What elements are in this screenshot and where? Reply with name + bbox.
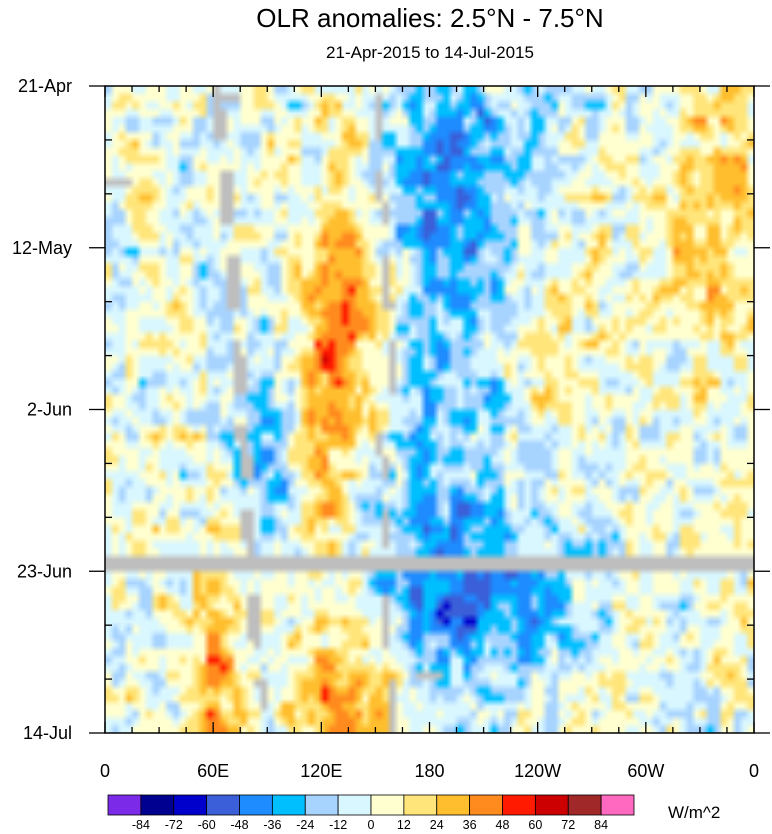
colorbar-swatch xyxy=(600,794,635,816)
colorbar-swatch xyxy=(173,794,208,816)
colorbar-tick-label: -12 xyxy=(329,818,347,832)
y-tick-label: 21-Apr xyxy=(18,76,72,96)
colorbar-tick-label: -72 xyxy=(165,818,183,832)
colorbar-tick-label: -84 xyxy=(132,818,150,832)
colorbar-tick-label: -48 xyxy=(230,818,248,832)
chart-subtitle: 21-Apr-2015 to 14-Jul-2015 xyxy=(326,43,534,62)
colorbar-swatch xyxy=(502,794,536,816)
colorbar-tick-label: 24 xyxy=(430,818,444,832)
y-tick-label: 14-Jul xyxy=(23,723,72,743)
colorbar-tick-label: 36 xyxy=(463,818,477,832)
colorbar-tick-label: 84 xyxy=(594,818,608,832)
x-tick-label: 0 xyxy=(100,761,110,781)
colorbar-tick-label: 60 xyxy=(528,818,542,832)
y-tick-label: 23-Jun xyxy=(17,561,72,581)
x-tick-label: 120W xyxy=(514,761,561,781)
colorbar-swatch xyxy=(534,794,569,816)
colorbar-swatch xyxy=(403,794,438,816)
colorbar-swatch xyxy=(469,794,503,816)
colorbar-tick-label: 72 xyxy=(561,818,575,832)
colorbar-tick-label: 48 xyxy=(496,818,510,832)
x-tick-label: 0 xyxy=(749,761,759,781)
olr-heatmap xyxy=(105,86,754,733)
colorbar-swatch xyxy=(107,794,142,816)
colorbar-swatch xyxy=(567,794,602,816)
colorbar-units: W/m^2 xyxy=(668,803,720,822)
y-tick-label: 2-Jun xyxy=(27,400,72,420)
colorbar: -84 -72 -60 -48 -36 -24 -12 0 12 24 36 48 60 72 84 xyxy=(107,794,635,832)
colorbar-swatch xyxy=(370,794,405,816)
y-tick-label: 12-May xyxy=(12,238,72,258)
x-tick-label: 120E xyxy=(300,761,342,781)
colorbar-swatch xyxy=(304,794,339,816)
colorbar-swatch xyxy=(337,794,372,816)
y-axis: 21-Apr 12-May 2-Jun 23-Jun 14-Jul xyxy=(12,76,770,743)
colorbar-tick-label: -60 xyxy=(198,818,216,832)
x-tick-label: 60W xyxy=(627,761,664,781)
colorbar-swatch xyxy=(206,794,240,816)
colorbar-tick-label: -36 xyxy=(263,818,281,832)
colorbar-swatch xyxy=(436,794,471,816)
colorbar-tick-label: 0 xyxy=(368,818,375,832)
x-axis: 0 60E 120E 180 120W 60W 0 xyxy=(100,86,759,781)
x-tick-label: 180 xyxy=(414,761,444,781)
colorbar-swatch xyxy=(140,794,175,816)
colorbar-swatch xyxy=(239,794,273,816)
plot-area xyxy=(104,85,755,734)
colorbar-tick-label: -24 xyxy=(296,818,314,832)
colorbar-swatch xyxy=(271,794,306,816)
x-tick-label: 60E xyxy=(197,761,229,781)
colorbar-tick-label: 12 xyxy=(397,818,411,832)
chart-title: OLR anomalies: 2.5°N - 7.5°N xyxy=(256,3,603,33)
